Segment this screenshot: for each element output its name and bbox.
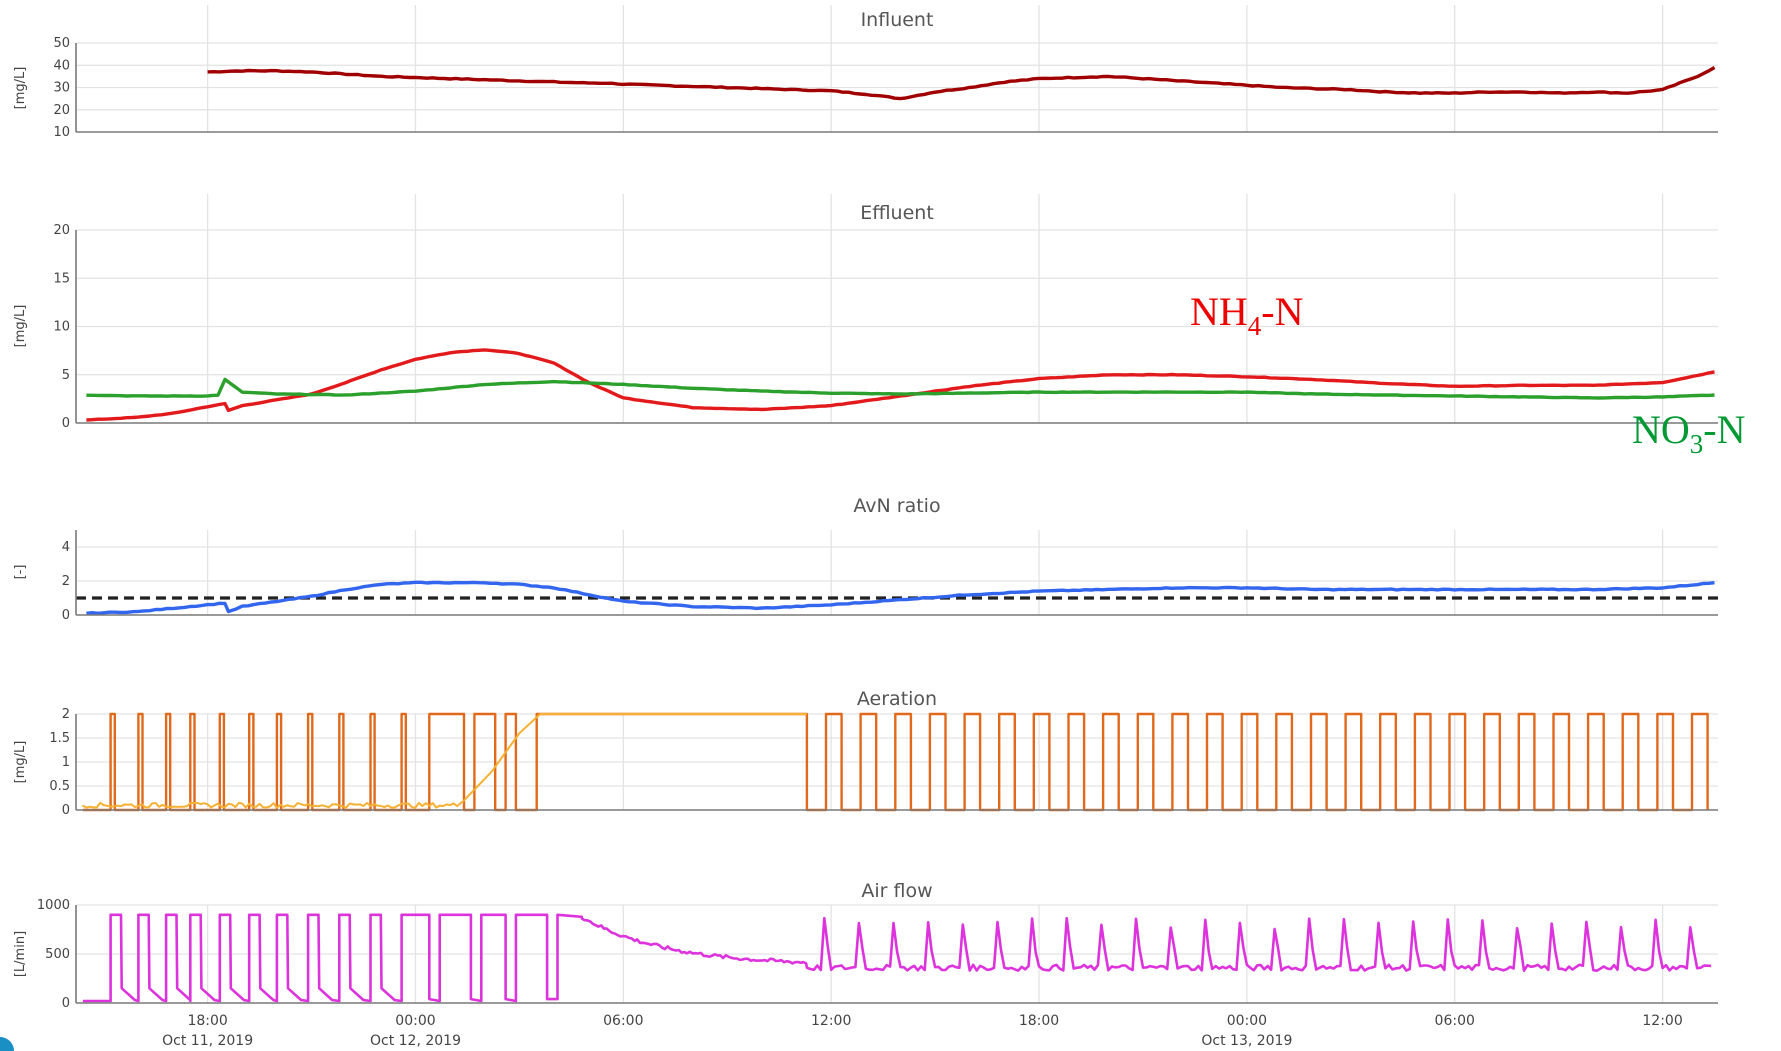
- y-tick-label: 1: [62, 755, 70, 770]
- data-series-line-0: [86, 348, 1715, 422]
- x-tick-date-label: Oct 13, 2019: [1201, 1033, 1292, 1049]
- panel-title: Aeration: [857, 688, 937, 710]
- y-tick-label: 500: [45, 947, 70, 962]
- x-tick-date-label: Oct 12, 2019: [370, 1033, 461, 1049]
- y-tick-label: 50: [53, 36, 70, 51]
- data-series-line-1: [86, 377, 1715, 400]
- y-tick-label: 0: [62, 416, 70, 431]
- panel-title: AvN ratio: [853, 495, 940, 517]
- y-tick-label: 20: [53, 223, 70, 238]
- y-tick-label: 5: [62, 368, 70, 383]
- x-tick-label: 12:00: [811, 1013, 851, 1029]
- x-tick-label: 18:00: [187, 1013, 227, 1029]
- airflow-line: [82, 913, 1712, 1003]
- y-tick-label: 2: [62, 574, 70, 589]
- y-tick-label: 15: [53, 271, 70, 286]
- x-tick-label: 06:00: [1435, 1013, 1475, 1029]
- y-axis-label: [-]: [13, 565, 28, 580]
- y-tick-label: 2: [62, 707, 70, 722]
- y-axis-label: [mg/L]: [13, 67, 28, 110]
- y-tick-label: 40: [53, 58, 70, 73]
- y-tick-label: 10: [53, 125, 70, 140]
- y-tick-label: 4: [62, 540, 70, 555]
- x-tick-label: 06:00: [603, 1013, 643, 1029]
- y-tick-label: 0: [62, 803, 70, 818]
- data-series-line-0: [207, 66, 1716, 101]
- panel-title: Air flow: [861, 880, 932, 902]
- x-tick-label: 00:00: [395, 1013, 435, 1029]
- y-tick-label: 10: [53, 320, 70, 335]
- corner-logo-fragment: [0, 1037, 14, 1051]
- x-tick-label: 18:00: [1019, 1013, 1059, 1029]
- nh4-n-label: NH4-N: [1190, 289, 1304, 341]
- x-tick-date-label: Oct 11, 2019: [162, 1033, 253, 1049]
- y-tick-label: 30: [53, 81, 70, 96]
- x-tick-label: 12:00: [1642, 1013, 1682, 1029]
- aeration-measured-line: [81, 713, 807, 809]
- y-tick-label: 0: [62, 608, 70, 623]
- y-tick-label: 20: [53, 103, 70, 118]
- panel-title: Effluent: [860, 202, 934, 224]
- data-series-line-0: [86, 580, 1715, 615]
- y-tick-label: 0.5: [49, 779, 70, 794]
- panel-title: Influent: [861, 9, 934, 31]
- no3-n-label: NO3-N: [1632, 407, 1746, 459]
- y-tick-label: 1.5: [49, 731, 70, 746]
- y-axis-label: [mg/L]: [13, 305, 28, 348]
- x-tick-label: 00:00: [1227, 1013, 1267, 1029]
- y-tick-label: 1000: [37, 898, 70, 913]
- y-axis-label: [L/min]: [13, 931, 28, 977]
- y-tick-label: 0: [62, 996, 70, 1011]
- y-axis-label: [mg/L]: [13, 741, 28, 784]
